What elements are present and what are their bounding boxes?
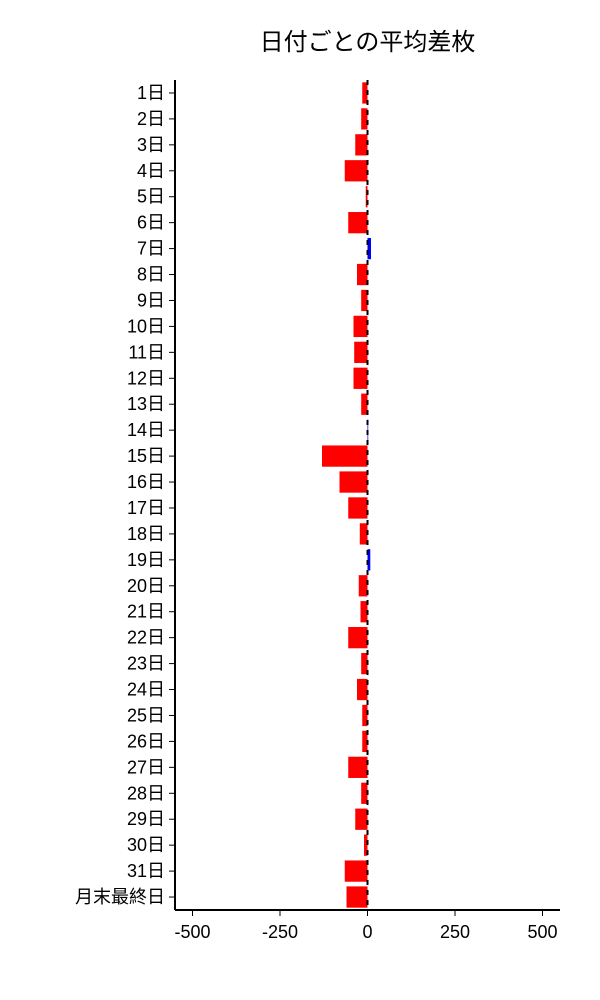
y-tick-label: 22日 [127, 628, 165, 648]
y-tick-label: 30日 [127, 835, 165, 855]
y-tick-label: 21日 [127, 602, 165, 622]
y-tick-label: 1日 [137, 83, 165, 103]
y-tick-label: 月末最終日 [75, 887, 165, 907]
y-tick-label: 11日 [128, 342, 165, 362]
bar [361, 601, 368, 622]
y-tick-label: 2日 [137, 109, 165, 129]
x-tick-label: -250 [262, 922, 298, 942]
bars-group [322, 82, 371, 907]
bar [354, 342, 367, 363]
bar [348, 212, 367, 233]
chart-container: 日付ごとの平均差枚 1日 2日 3日 4日 5日 6日 7日 8日 9日 10日 11日 12日 13日 1… [0, 0, 600, 1000]
y-tick-label: 17日 [127, 498, 165, 518]
y-tick-label: 12日 [127, 368, 165, 388]
x-tick-label: 0 [362, 922, 372, 942]
y-tick-label: 4日 [137, 161, 165, 181]
x-tick-label: 250 [440, 922, 470, 942]
y-tick-label: 8日 [137, 265, 165, 285]
bar [357, 679, 368, 700]
bar [348, 757, 367, 778]
bar [355, 809, 367, 830]
y-tick-label: 5日 [137, 187, 165, 207]
y-tick-label: 25日 [127, 705, 165, 725]
bar [345, 860, 368, 881]
y-tick-label: 18日 [127, 524, 165, 544]
bar [357, 264, 368, 285]
bar [340, 471, 368, 492]
x-tick-label: -500 [174, 922, 210, 942]
y-tick-label: 6日 [137, 213, 165, 233]
y-tick-label: 23日 [127, 654, 165, 674]
y-tick-label: 3日 [137, 135, 165, 155]
bar [359, 575, 368, 596]
chart-title: 日付ごとの平均差枚 [260, 29, 476, 56]
y-tick-label: 9日 [137, 290, 165, 310]
bar [348, 497, 367, 518]
y-tick-label: 31日 [127, 861, 165, 881]
bar-chart: 日付ごとの平均差枚 1日 2日 3日 4日 5日 6日 7日 8日 9日 10日 11日 12日 13日 1… [0, 0, 600, 1000]
bar [355, 134, 367, 155]
y-tick-label: 27日 [127, 757, 165, 777]
y-tick-label: 28日 [127, 783, 165, 803]
bar [360, 523, 368, 544]
y-tick-label: 26日 [127, 731, 165, 751]
y-tick-label: 19日 [127, 550, 165, 570]
bar [347, 886, 368, 907]
bar [322, 445, 368, 466]
y-tick-label: 29日 [127, 809, 165, 829]
bar [354, 316, 368, 337]
y-tick-label: 14日 [127, 420, 165, 440]
bar [348, 627, 367, 648]
y-tick-label: 13日 [127, 394, 165, 414]
y-tick-label: 7日 [137, 239, 165, 259]
y-tick-label: 10日 [127, 316, 165, 336]
bar [345, 160, 368, 181]
y-tick-label: 24日 [127, 680, 165, 700]
y-tick-label: 20日 [127, 576, 165, 596]
y-tick-label: 16日 [127, 472, 165, 492]
x-tick-label: 500 [527, 922, 557, 942]
bar [354, 368, 368, 389]
y-tick-label: 15日 [127, 446, 165, 466]
